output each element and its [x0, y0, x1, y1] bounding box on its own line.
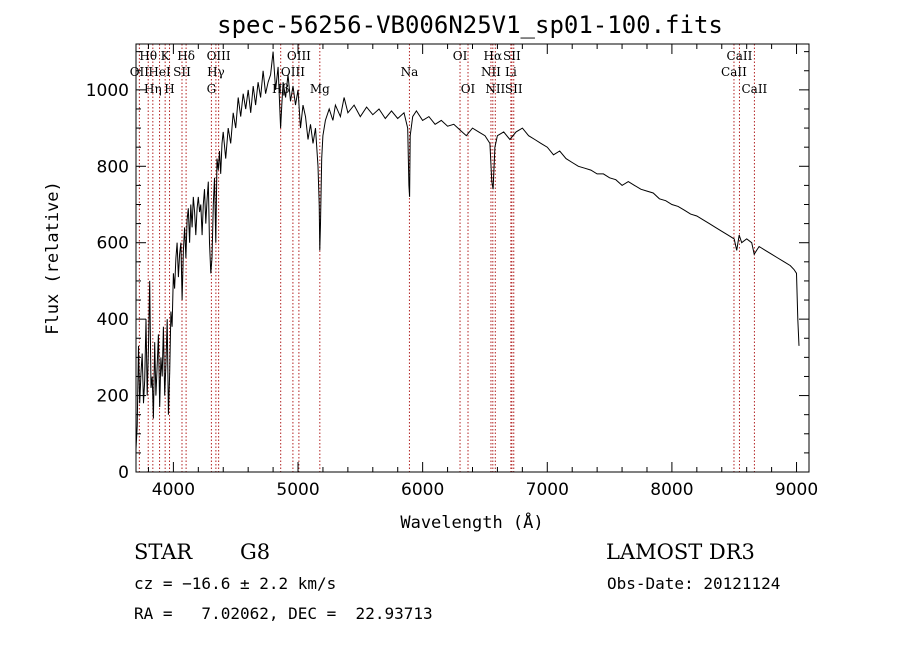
- spectral-line-label: Hη: [144, 82, 162, 96]
- spectral-line-label: SII: [505, 82, 523, 96]
- spectral-line-label: Hγ: [207, 65, 225, 79]
- y-tick-label: 1000: [86, 81, 129, 101]
- redshift-info: cz = −16.6 ± 2.2 km/s: [134, 574, 337, 593]
- spectral-line-label: OI: [461, 82, 476, 96]
- y-tick-label: 200: [97, 387, 129, 407]
- object-class: STAR: [134, 540, 193, 564]
- spectral-line-label: OII: [130, 65, 150, 79]
- axis-ticks: [136, 44, 809, 473]
- x-tick-label: 6000: [401, 480, 444, 500]
- y-tick-label: 400: [97, 310, 129, 330]
- spectral-line-label: OIII: [287, 49, 311, 63]
- spectral-line-label: OI: [453, 49, 468, 63]
- spectral-line-label: OIII: [207, 49, 231, 63]
- x-tick-label: 9000: [775, 480, 818, 500]
- spectral-line-label: NII: [481, 65, 501, 79]
- x-tick-label: 8000: [650, 480, 693, 500]
- survey-name: LAMOST DR3: [606, 540, 755, 564]
- spectral-line-label: G: [207, 82, 217, 96]
- spectral-line-label: CaII: [727, 49, 753, 63]
- chart-title: spec-56256-VB006N25V1_sp01-100.fits: [217, 11, 723, 39]
- spectral-line-label: Li: [505, 65, 517, 79]
- spectral-line-label: Hδ: [177, 49, 195, 63]
- spectral-line-label: Na: [401, 65, 419, 79]
- spectral-line-label: Hθ: [139, 49, 157, 63]
- spectral-line-label: SII: [173, 65, 191, 79]
- axis-tick-labels: 4000 5000 6000 7000 8000 9000 0 200 400 600 800 100…: [86, 81, 818, 500]
- x-tick-label: 4000: [152, 480, 195, 500]
- spectral-line-label: Mg: [310, 82, 330, 96]
- spectral-line-markers: [138, 44, 755, 472]
- spectral-line-label: Hα: [484, 49, 503, 63]
- spectrum-line: [135, 51, 800, 450]
- spectral-line-label: CaII: [721, 65, 747, 79]
- coordinates: RA = 7.02062, DEC = 22.93713: [134, 604, 433, 623]
- object-subclass: G8: [240, 540, 271, 564]
- spectral-line-label: OIII: [281, 65, 305, 79]
- x-axis-label: Wavelength (Å): [400, 511, 543, 533]
- x-tick-label: 7000: [526, 480, 569, 500]
- spectral-line-label: HeI: [148, 65, 171, 79]
- y-axis-label: Flux (relative): [43, 181, 63, 335]
- spectral-line-label: SII: [503, 49, 521, 63]
- spectral-line-label: NII: [485, 82, 505, 96]
- spectral-line-label: CaII: [741, 82, 767, 96]
- spectral-line-label: K: [161, 49, 171, 63]
- y-tick-label: 0: [118, 463, 129, 483]
- x-tick-label: 5000: [276, 480, 319, 500]
- y-tick-label: 800: [97, 157, 129, 177]
- y-tick-label: 600: [97, 234, 129, 254]
- observation-date: Obs-Date: 20121124: [607, 574, 781, 593]
- spectral-line-label: H: [164, 82, 174, 96]
